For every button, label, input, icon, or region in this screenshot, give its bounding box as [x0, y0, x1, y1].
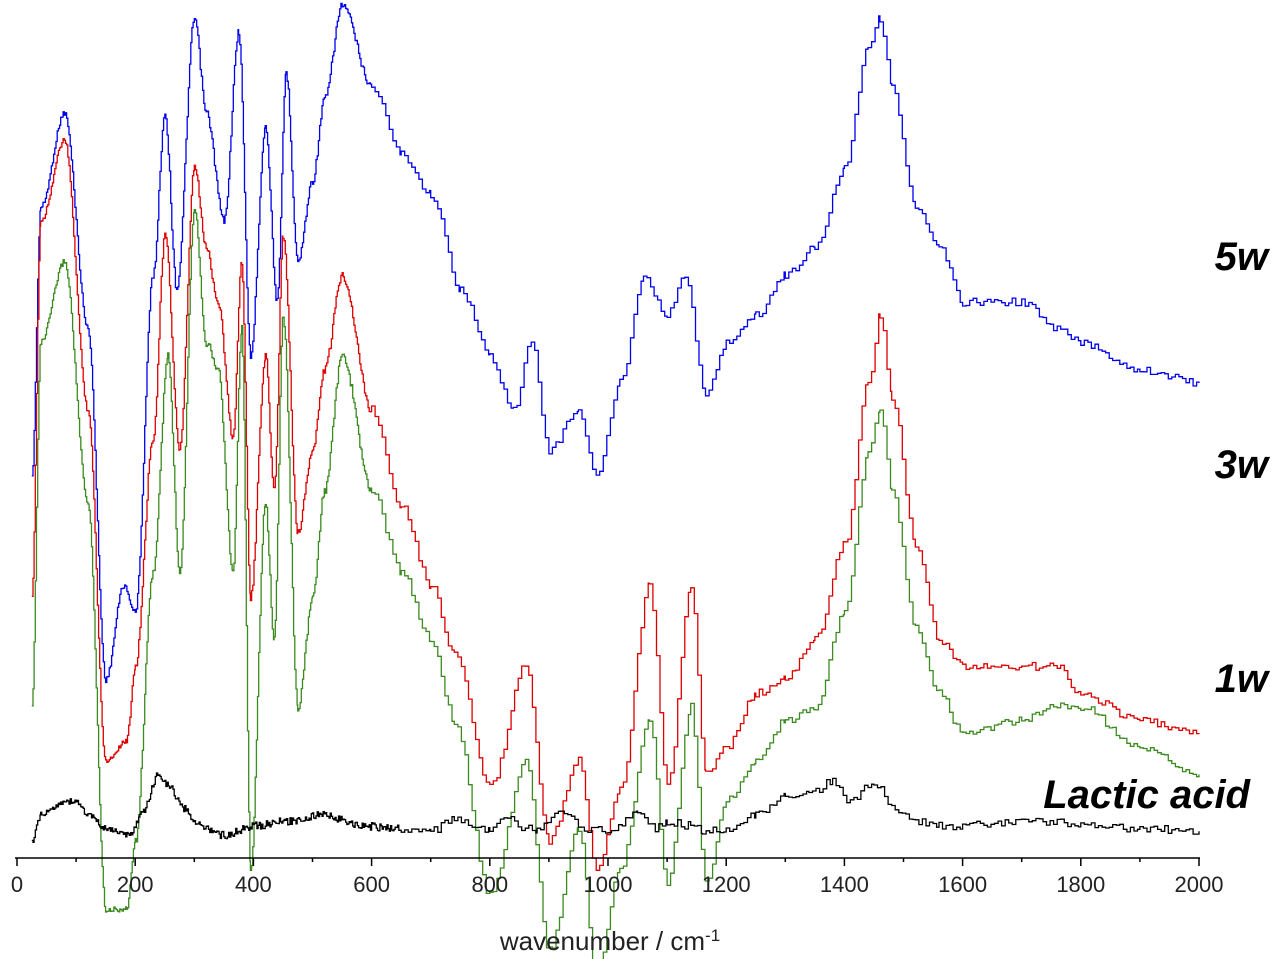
x-tick-label: 200 — [117, 872, 154, 897]
x-tick-label: 400 — [235, 872, 272, 897]
series-traces — [31, 2, 1200, 959]
x-tick-label: 600 — [353, 872, 390, 897]
series-line-5w — [31, 2, 1200, 684]
series-label-3w: 3w — [1215, 443, 1271, 487]
x-tick-label: 1000 — [584, 872, 633, 897]
x-tick-label: 2000 — [1175, 872, 1224, 897]
x-axis-ticks: 0 200 400 600 800 1000 1200 1400 1600 1800 2000 — [11, 858, 1224, 897]
x-axis-title-superscript: -1 — [705, 926, 720, 945]
x-tick-label: 800 — [471, 872, 508, 897]
x-tick-label: 1200 — [702, 872, 751, 897]
x-tick-label: 1800 — [1056, 872, 1105, 897]
x-tick-label: 0 — [11, 872, 23, 897]
series-labels: 5w 3w 1w Lactic acid — [1043, 235, 1271, 817]
x-tick-label: 1400 — [820, 872, 869, 897]
x-tick-label: 1600 — [938, 872, 987, 897]
series-line-3w — [31, 138, 1200, 871]
series-line-lactic-acid — [31, 772, 1200, 844]
x-axis-title: wavenumber / cm-1 — [499, 926, 720, 957]
x-axis-title-main: wavenumber / cm — [499, 926, 705, 956]
series-label-5w: 5w — [1215, 235, 1271, 279]
series-label-1w: 1w — [1215, 657, 1271, 701]
series-label-lactic-acid: Lactic acid — [1043, 773, 1251, 817]
series-line-1w — [31, 208, 1200, 959]
